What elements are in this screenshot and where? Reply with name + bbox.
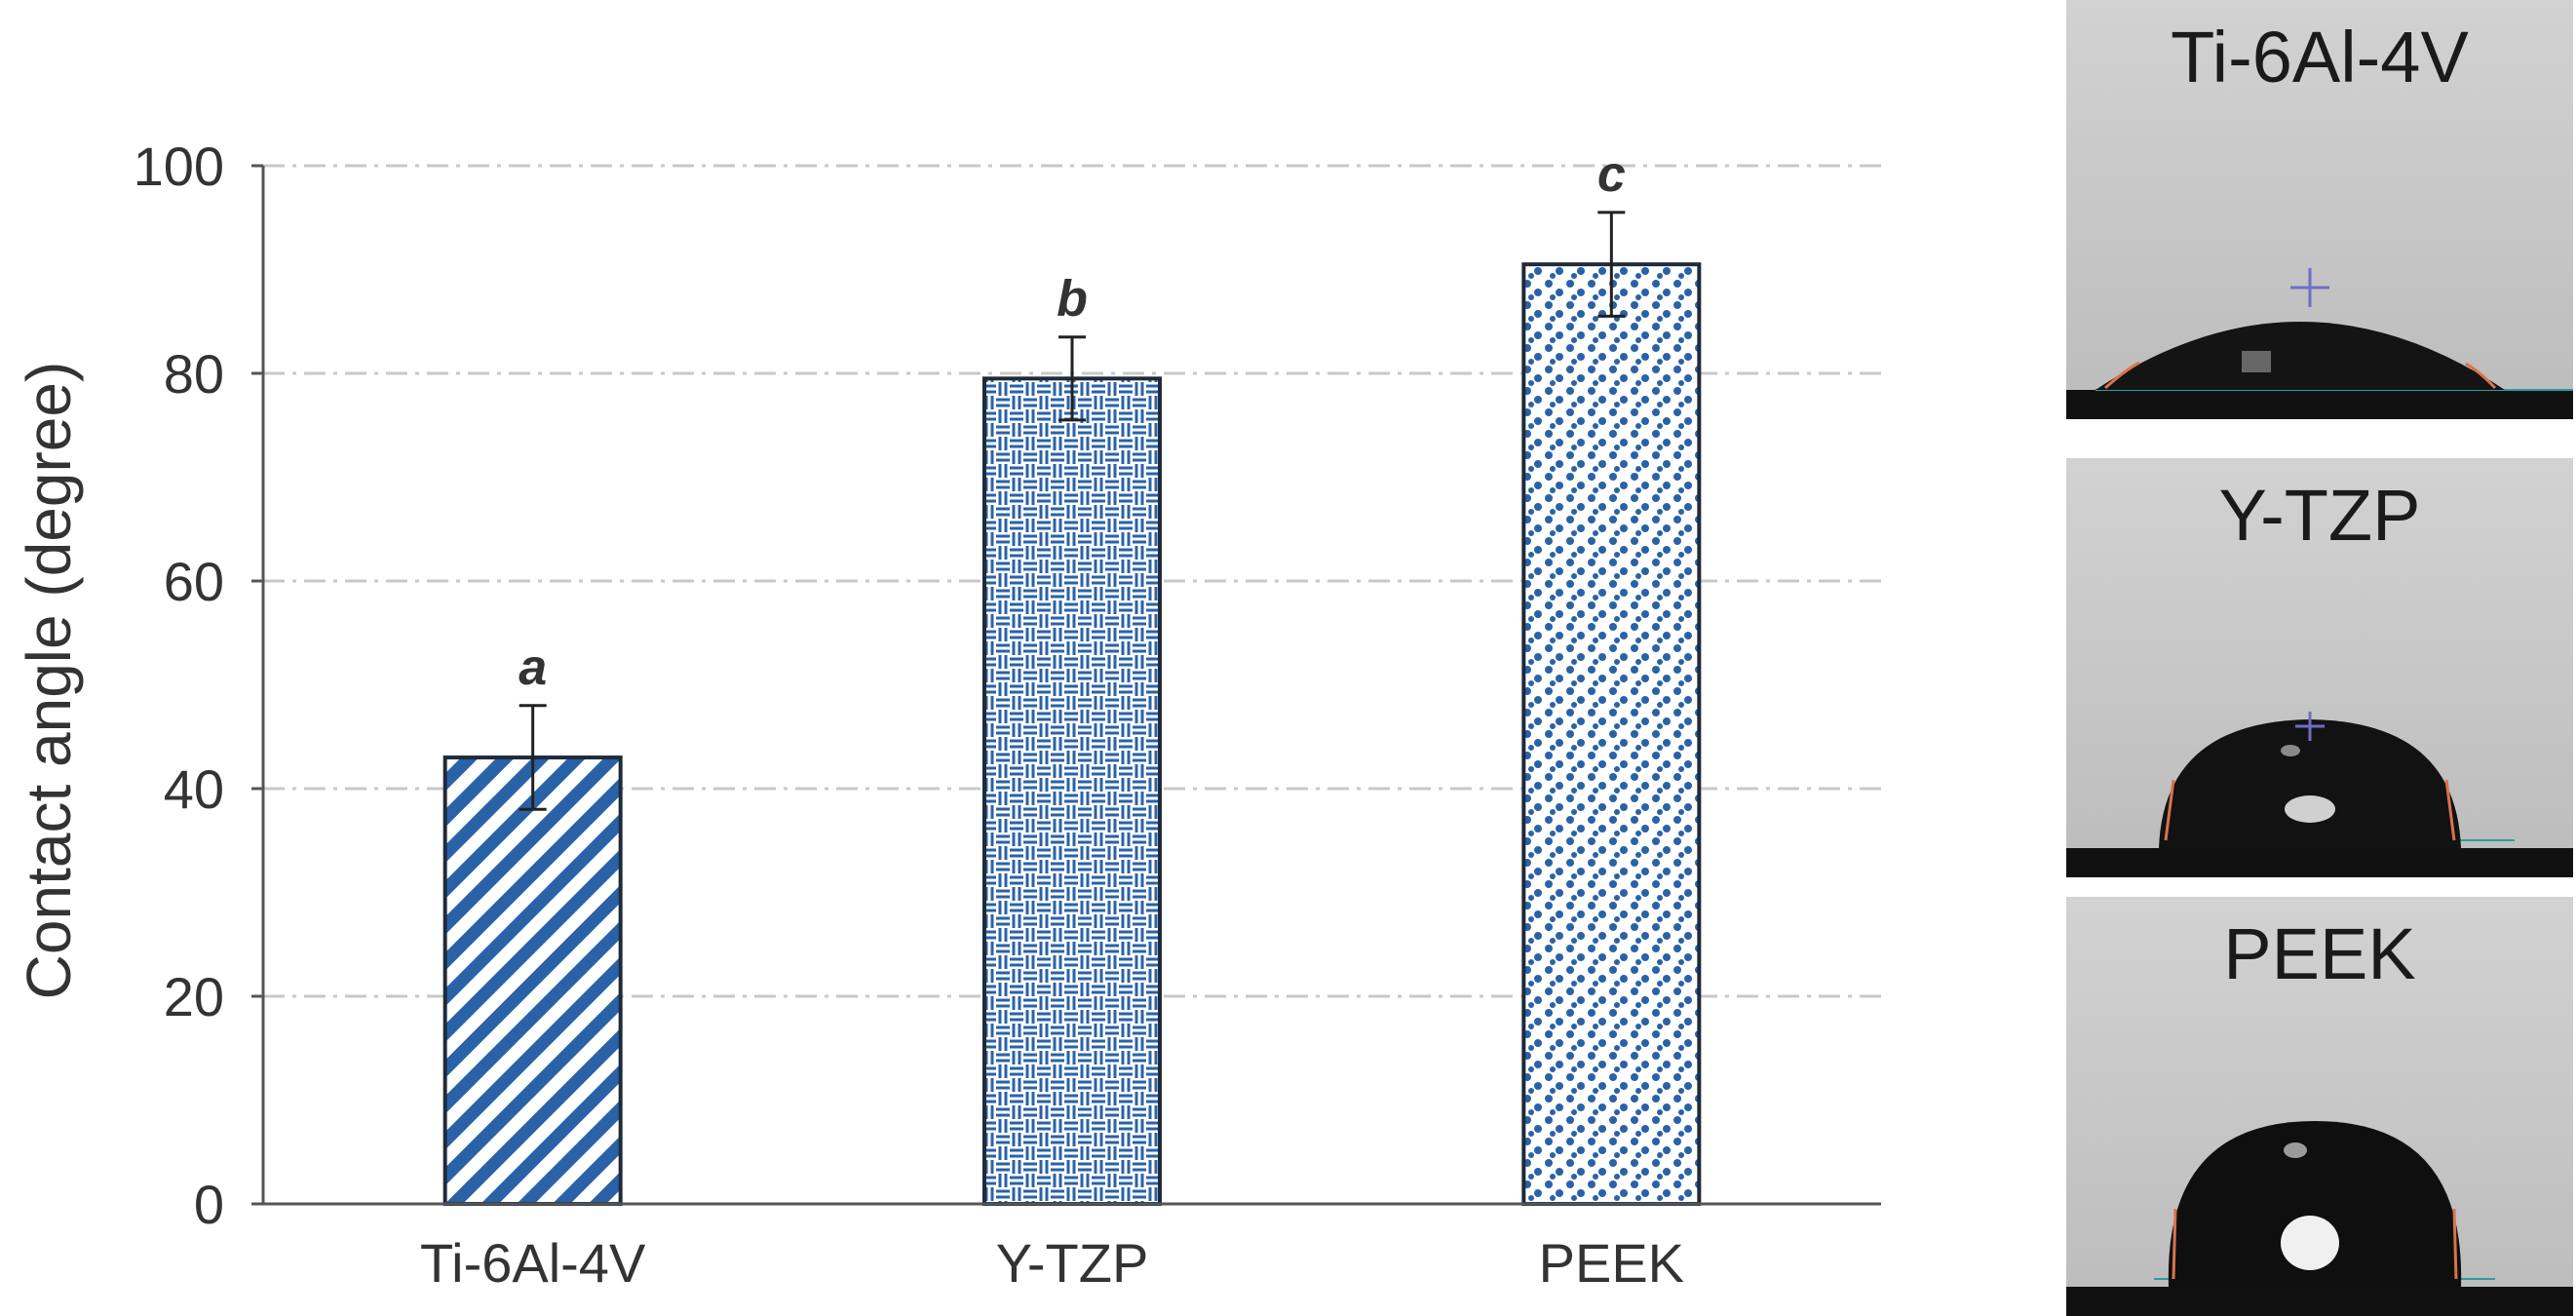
y-tick-label: 100 <box>134 135 224 197</box>
droplet-image-ytzp: Y-TZP <box>2066 458 2573 877</box>
x-tick-label: PEEK <box>1539 1232 1684 1294</box>
bar-ti-6al-4v <box>442 755 623 1206</box>
significance-letter: a <box>519 639 547 696</box>
x-tick-label: Ti-6Al-4V <box>420 1232 646 1294</box>
droplet-image-ti: Ti-6Al-4V <box>2066 0 2573 419</box>
y-tick-label: 80 <box>164 343 224 405</box>
y-tick-label: 60 <box>164 551 224 612</box>
droplet-label-ti: Ti-6Al-4V <box>2171 17 2469 97</box>
y-tick-label: 0 <box>194 1174 224 1235</box>
y-axis-label: Contact angle (degree) <box>14 362 84 1000</box>
y-tick-label: 40 <box>164 758 224 820</box>
droplet-image-peek: PEEK <box>2066 897 2573 1316</box>
significance-letter: b <box>1057 271 1088 328</box>
droplet-label-peek: PEEK <box>2223 913 2416 994</box>
droplet-label-ytzp: Y-TZP <box>2218 475 2421 556</box>
bar-y-tzp <box>982 376 1162 1206</box>
x-tick-label: Y-TZP <box>996 1232 1149 1294</box>
bar-chart: a b c 0 20 40 60 80 100 Ti-6Al-4V Y-TZP PEEK Conta… <box>14 135 1881 1294</box>
significance-letter: c <box>1597 146 1626 203</box>
y-tick-label: 20 <box>164 966 224 1027</box>
bar-peek <box>1521 262 1702 1206</box>
